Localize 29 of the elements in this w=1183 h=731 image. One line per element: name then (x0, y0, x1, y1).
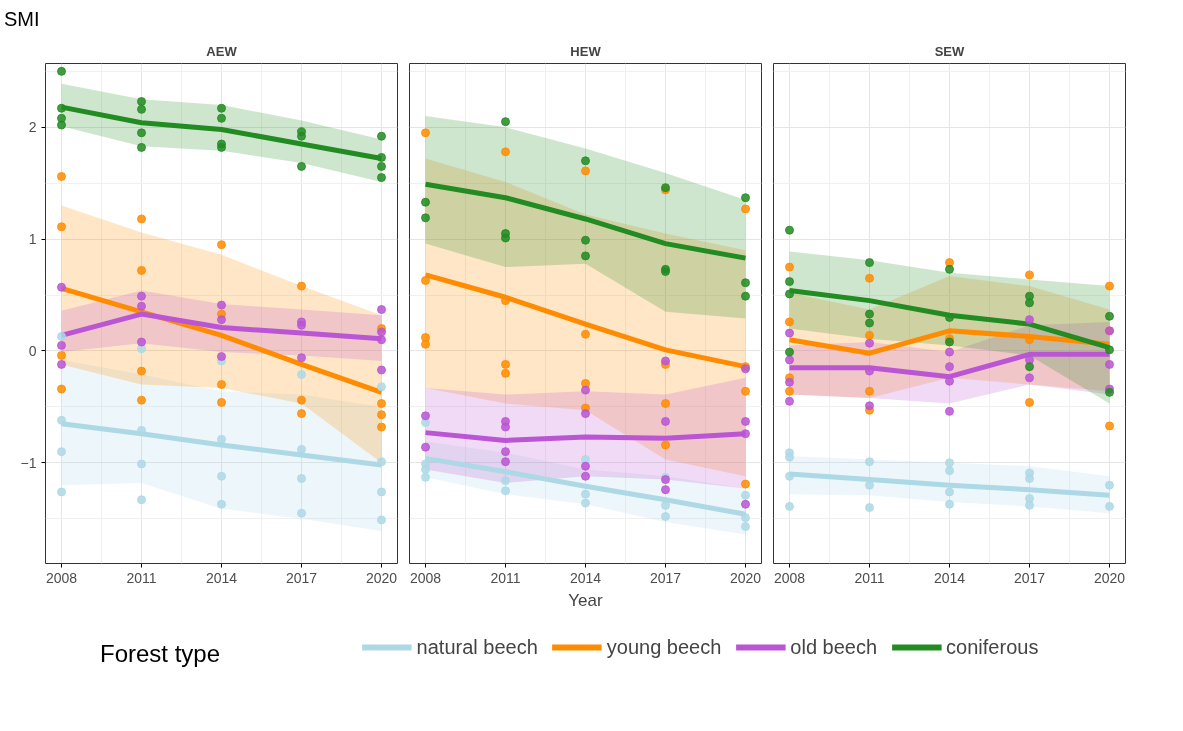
x-tick-label: 2014 (933, 569, 966, 586)
x-tick-label: 2020 (729, 569, 762, 586)
x-tick-label: 2020 (365, 569, 398, 586)
y-tick-label: 1 (28, 231, 37, 248)
x-axis-title: Year (568, 590, 604, 610)
chart-title: HEW (570, 43, 602, 59)
x-tick-label: 2008 (45, 569, 78, 586)
x-tick-label: 2014 (205, 569, 238, 586)
x-tick-label: 2017 (649, 569, 682, 586)
x-tick-label: 2017 (1013, 569, 1046, 586)
chart-title: SEW (934, 43, 966, 59)
legend-title: Forest type (100, 639, 221, 669)
legend-label: coniferous (946, 635, 1039, 659)
legend-label: old beech (790, 635, 878, 659)
x-tick-label: 2014 (569, 569, 602, 586)
chart-title: AEW (206, 43, 238, 59)
legend-label: natural beech (416, 635, 538, 659)
x-tick-label: 2008 (409, 569, 442, 586)
y-tick-label: −1 (20, 454, 37, 471)
y-tick-label: 2 (28, 119, 37, 136)
x-tick-label: 2017 (285, 569, 318, 586)
x-tick-label: 2011 (126, 569, 157, 586)
legend-label: young beech (606, 635, 722, 659)
x-tick-label: 2011 (490, 569, 521, 586)
x-tick-label: 2008 (773, 569, 806, 586)
x-tick-label: 2020 (1093, 569, 1126, 586)
y-axis-title: SMI (4, 7, 40, 32)
y-tick-label: 0 (28, 342, 37, 359)
x-tick-label: 2011 (854, 569, 885, 586)
